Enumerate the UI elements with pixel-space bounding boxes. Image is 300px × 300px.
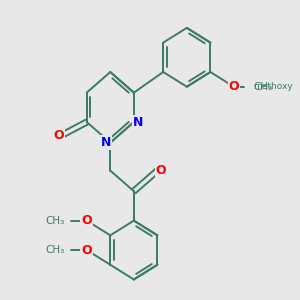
Text: methoxy: methoxy — [253, 82, 293, 91]
Text: CH₃: CH₃ — [45, 245, 65, 255]
Text: O: O — [53, 129, 64, 142]
Text: CH₃: CH₃ — [45, 216, 65, 226]
Text: N: N — [101, 136, 111, 149]
Text: O: O — [229, 80, 239, 93]
Text: O: O — [81, 214, 92, 227]
Text: N: N — [133, 116, 143, 128]
Text: CH₃: CH₃ — [253, 82, 272, 92]
Text: O: O — [81, 244, 92, 256]
Text: O: O — [156, 164, 166, 177]
